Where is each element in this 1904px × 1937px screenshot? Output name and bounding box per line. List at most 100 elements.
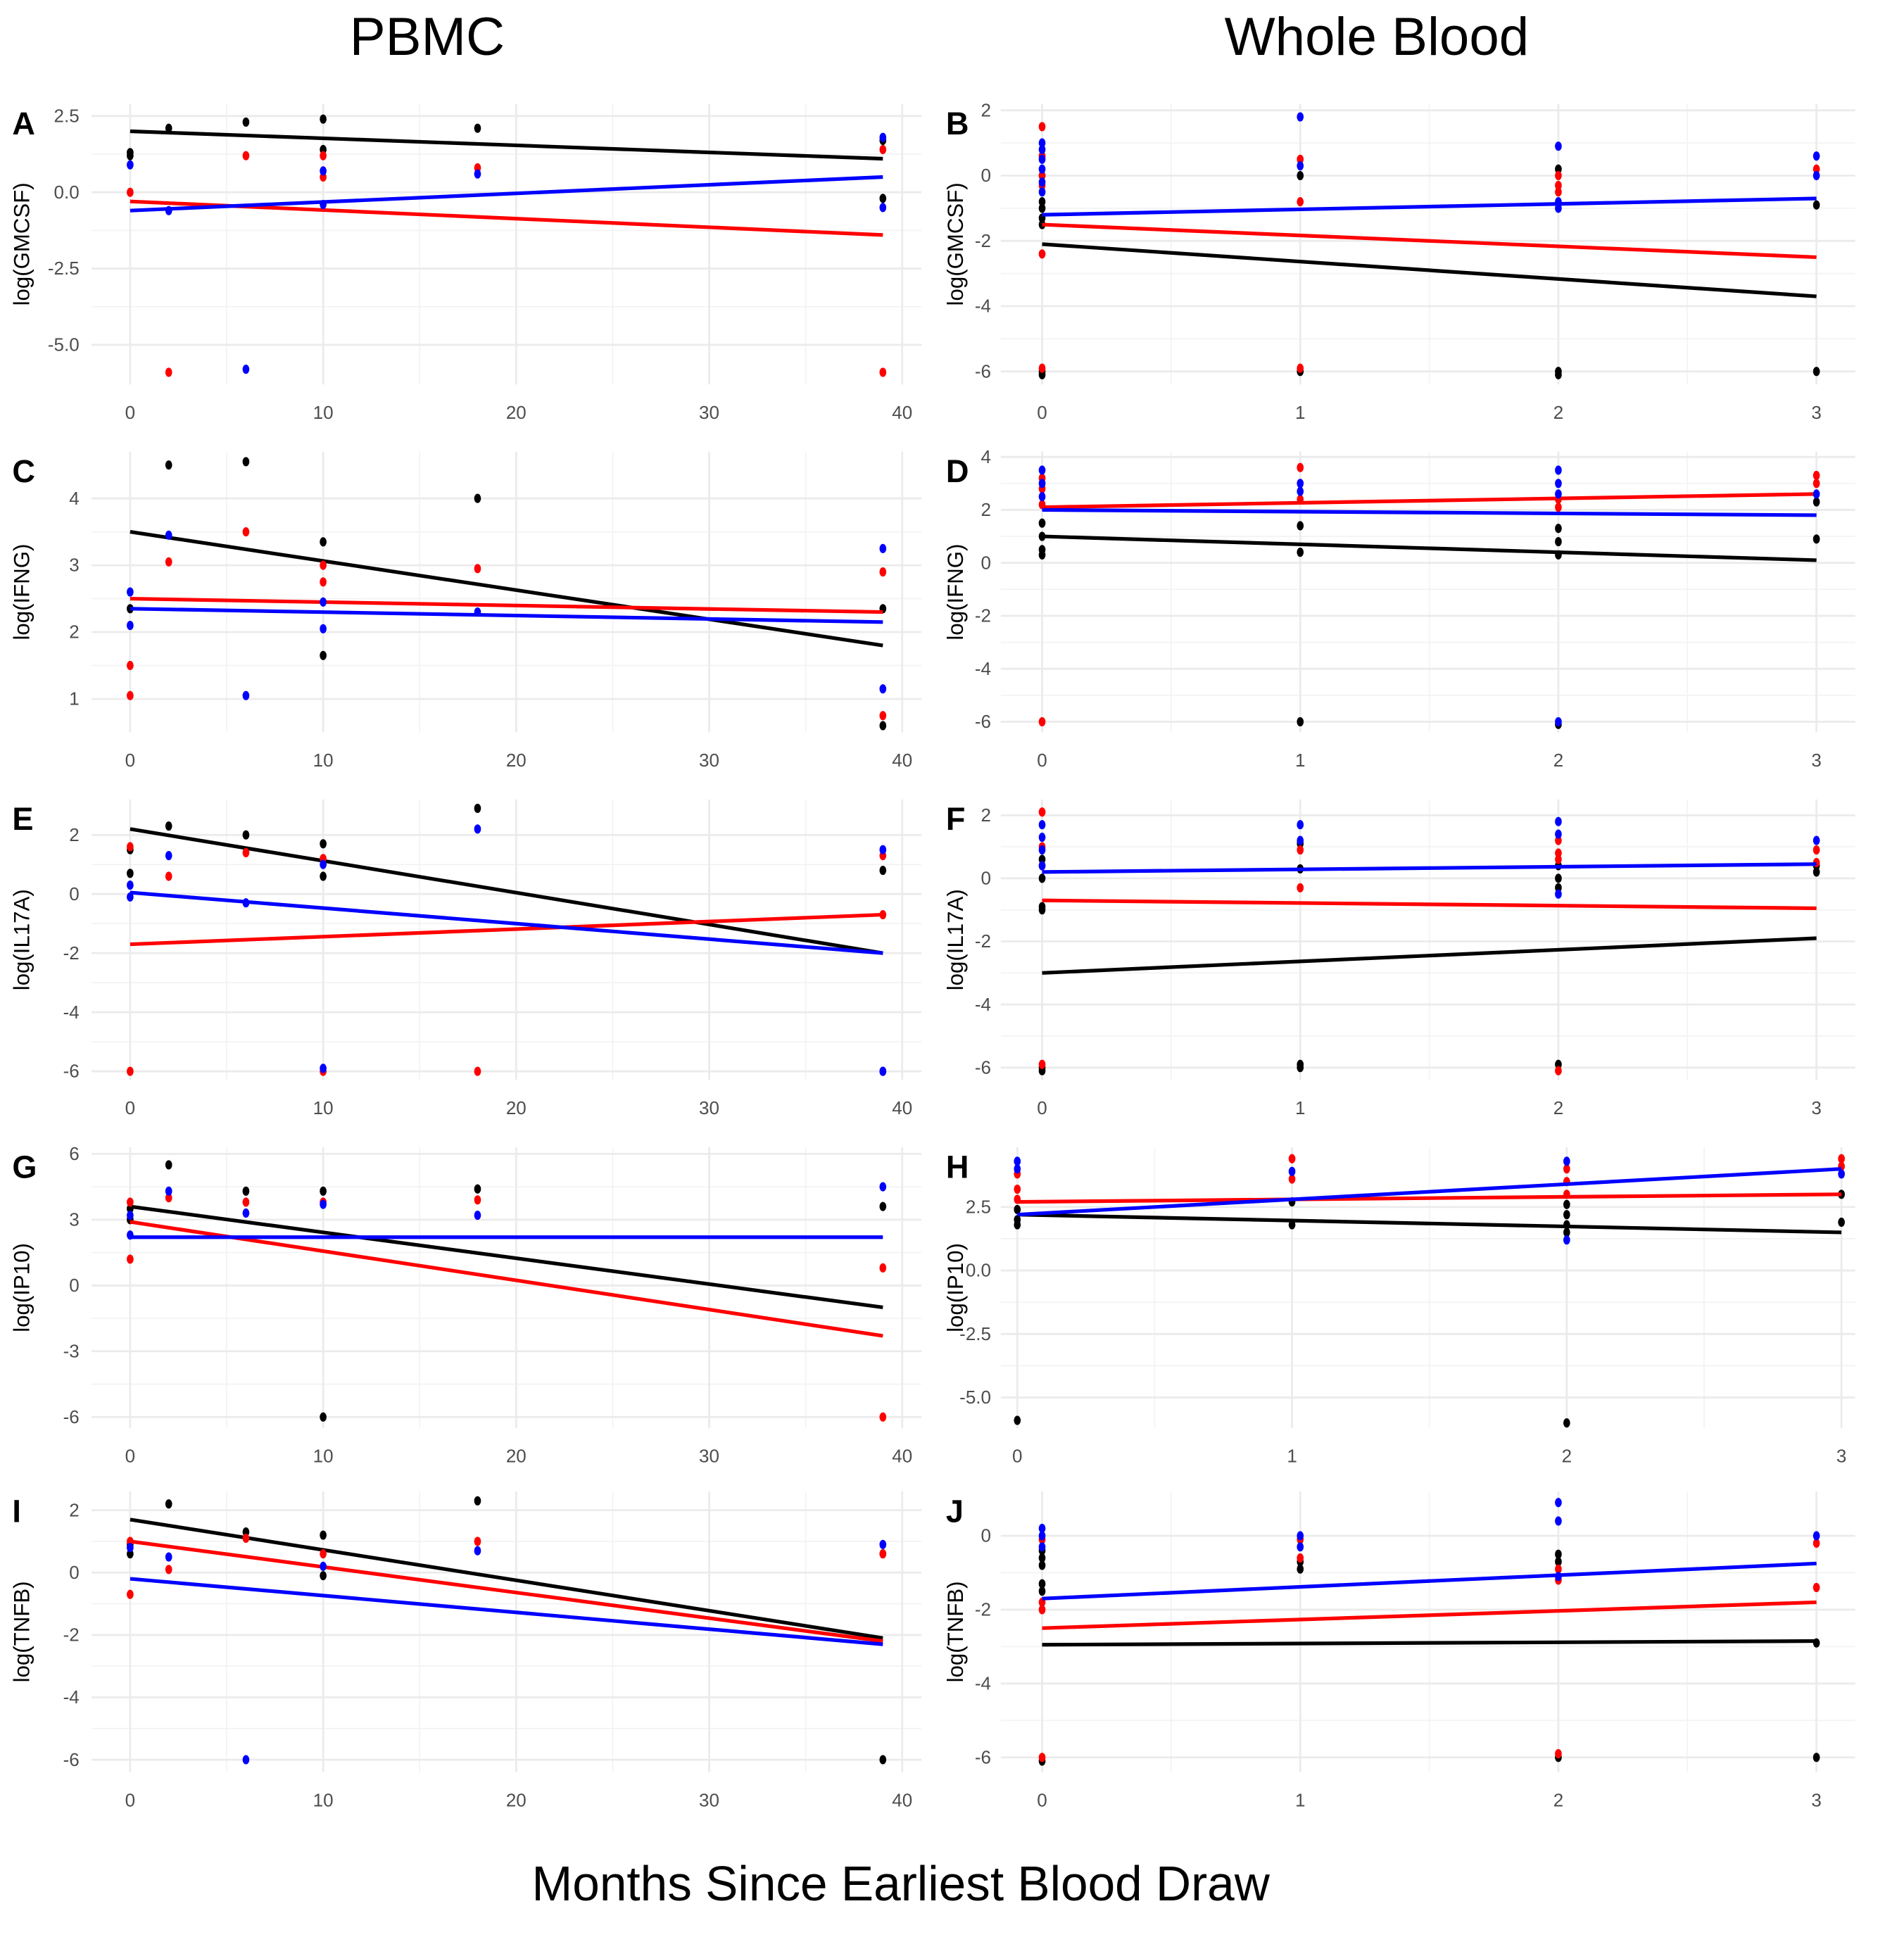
data-point-blue [1038,492,1046,502]
data-point-black [320,871,327,881]
x-tick-label: 3 [1811,1097,1821,1118]
data-point-blue [474,169,481,179]
x-tick-label: 40 [892,402,912,423]
x-tick-label: 0 [1037,750,1047,771]
trend-line-black [1042,1639,1817,1647]
data-point-blue [127,892,134,902]
column-title-whole-blood: Whole Blood [1225,7,1530,67]
data-point-blue [242,1208,250,1218]
data-point-black [1555,524,1562,534]
x-tick-label: 0 [1037,1097,1047,1118]
data-point-blue [1297,112,1304,122]
x-tick-label: 40 [892,1097,912,1118]
data-point-blue [879,1066,887,1076]
x-tick-label: 20 [506,1789,527,1810]
y-tick-label: -6 [975,1056,991,1078]
x-tick-label: 2 [1562,1445,1572,1466]
trend-line-black [130,530,883,648]
y-tick-label: 2 [981,99,991,120]
data-point-blue [1555,1498,1562,1508]
x-tick-label: 0 [125,1445,135,1466]
data-point-blue [165,1186,172,1196]
data-point-red [165,1193,172,1203]
data-point-black [320,650,327,660]
trend-line-red [1042,898,1817,911]
y-tick-label: 4 [69,488,79,509]
y-tick-label: 0.0 [54,182,80,203]
y-axis-label: log(IFNG) [10,544,34,641]
data-point-red [1297,154,1304,164]
data-point-blue [1812,835,1820,845]
data-point-black [1038,1586,1046,1596]
x-tick-label: 3 [1836,1445,1846,1466]
data-point-blue [320,859,327,869]
data-point-red [1297,845,1304,855]
panel-letter: C [12,453,35,489]
data-point-red [165,557,172,567]
trend-line-black [130,1204,883,1310]
data-point-blue [1563,1156,1570,1166]
data-point-black [165,821,172,831]
data-point-red [320,151,327,160]
data-point-black [1038,1579,1046,1589]
y-axis-label: log(IFNG) [943,544,968,641]
x-tick-label: 30 [699,402,719,423]
y-tick-label: 2 [69,1499,79,1520]
data-point-red [474,1195,481,1205]
data-point-red [127,1197,134,1207]
data-point-red [1038,1605,1046,1615]
data-point-blue [1555,479,1562,488]
trend-line-black [1042,242,1817,298]
panel-letter: H [946,1149,969,1185]
data-point-red [879,1263,887,1273]
trend-line-blue [1042,862,1817,874]
y-tick-label: -4 [975,1673,991,1694]
data-point-black [1297,521,1304,531]
trend-line-blue [1017,1167,1842,1217]
x-tick-label: 30 [699,1445,719,1466]
data-point-black [1038,203,1046,213]
data-point-black [1297,548,1304,557]
data-point-red [1288,1154,1296,1163]
data-point-black [1297,1063,1304,1073]
data-point-blue [879,543,887,553]
data-point-blue [1555,465,1562,475]
data-point-red [1812,845,1820,855]
y-axis-label: log(IP10) [10,1243,34,1332]
data-point-black [1838,1217,1845,1228]
data-point-black [1563,1418,1570,1428]
data-point-black [1038,370,1046,379]
data-point-red [879,1549,887,1559]
data-point-black [320,537,327,547]
data-point-blue [1555,489,1562,499]
data-point-blue [1038,1542,1046,1552]
data-point-blue [1563,1235,1570,1245]
y-tick-label: -6 [975,1747,991,1768]
data-point-red [879,144,887,155]
y-tick-label: 0 [981,1525,991,1546]
y-tick-label: -2.5 [959,1323,991,1344]
data-point-blue [242,1755,250,1765]
trend-line-blue [130,1577,883,1646]
data-point-blue [320,1064,327,1073]
data-point-blue [1297,486,1304,496]
data-point-black [127,151,134,160]
data-point-blue [1555,141,1562,151]
data-point-blue [1038,138,1046,148]
data-point-blue [1038,861,1046,871]
data-point-red [1555,187,1562,197]
data-point-red [1555,170,1562,181]
data-point-blue [1555,203,1562,213]
data-point-red [242,1197,250,1207]
data-point-black [879,194,887,203]
data-point-black [1812,497,1820,507]
data-point-red [1555,1564,1562,1574]
panel-letter: D [946,453,969,489]
data-point-blue [879,132,887,142]
data-point-black [1555,370,1562,379]
data-point-black [320,1412,327,1422]
data-point-black [320,114,327,124]
data-point-black [242,457,250,467]
